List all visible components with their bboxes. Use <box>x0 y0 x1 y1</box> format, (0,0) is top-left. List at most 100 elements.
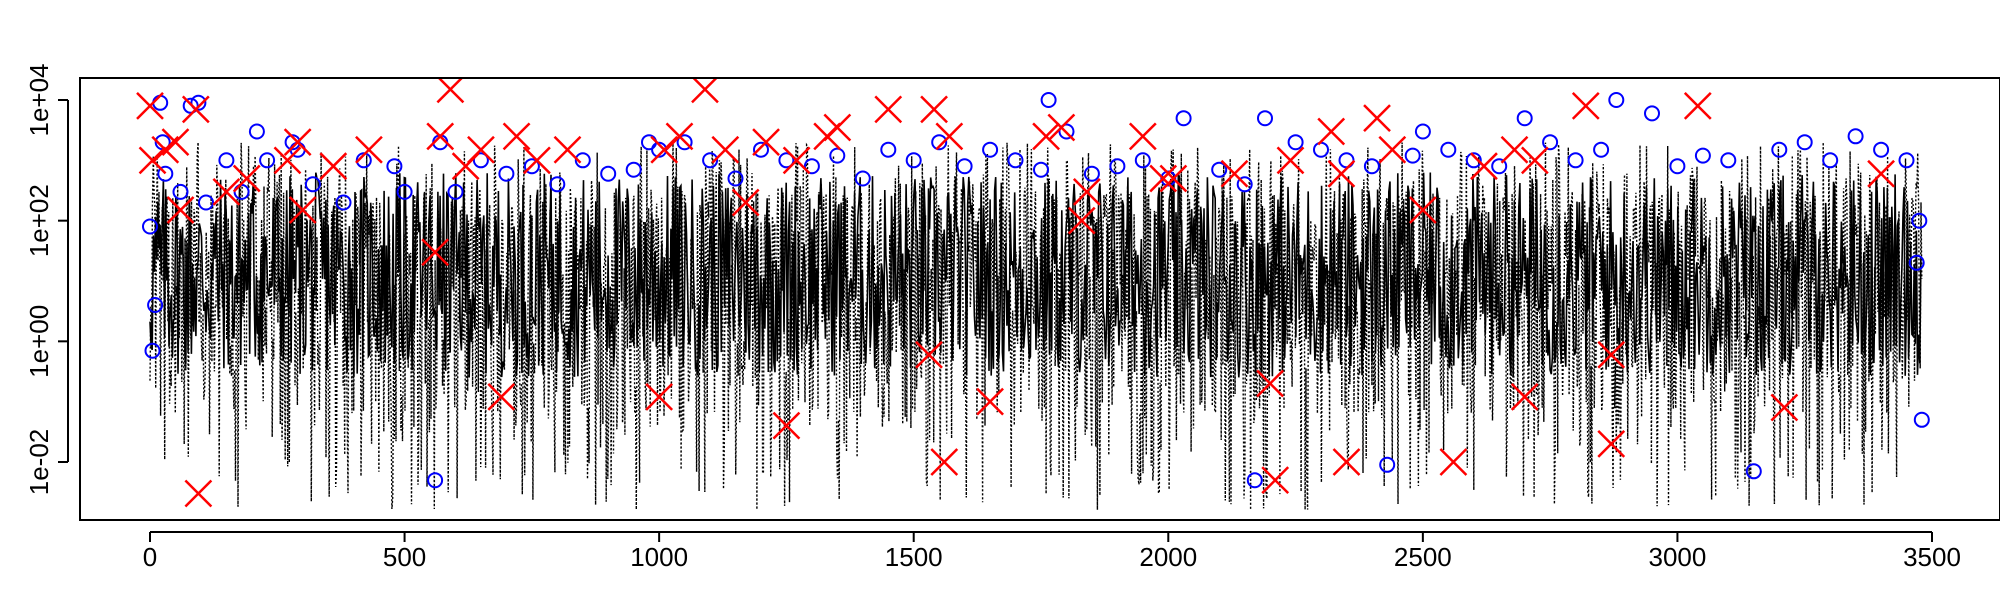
circle-point <box>335 194 352 211</box>
circle-point <box>1175 110 1192 127</box>
cross-point <box>1047 113 1076 142</box>
circle-point <box>218 152 235 169</box>
x-tick-label: 0 <box>143 542 157 572</box>
cross-point <box>650 135 679 164</box>
cross-point <box>1363 104 1391 133</box>
cross-point <box>136 91 164 120</box>
cross-point <box>553 135 582 164</box>
cross-point <box>645 383 674 411</box>
circle-point <box>1822 152 1839 169</box>
cross-point <box>935 122 964 151</box>
circle-point <box>427 472 444 489</box>
cross-point <box>184 479 213 508</box>
circle-point <box>600 165 617 182</box>
circle-point <box>386 158 403 175</box>
cross-point <box>1317 117 1346 146</box>
cross-marker-series <box>136 78 1895 508</box>
circle-point <box>1363 158 1380 175</box>
cross-point <box>421 238 450 267</box>
circle-point <box>1516 110 1533 127</box>
cross-point <box>1072 177 1101 206</box>
cross-point <box>436 78 465 104</box>
circle-point <box>1257 110 1273 127</box>
circle-point <box>172 183 189 200</box>
circle-point <box>1911 212 1928 229</box>
circle-point <box>144 342 161 359</box>
circle-point <box>625 161 642 178</box>
cross-point <box>752 128 780 157</box>
x-tick-label: 3500 <box>1903 542 1961 572</box>
cross-point <box>355 135 383 164</box>
circle-point <box>472 152 489 169</box>
circle-point <box>152 94 169 111</box>
circle-point <box>1542 134 1559 151</box>
circle-point <box>1379 456 1396 473</box>
cross-point <box>976 387 1004 416</box>
circle-point <box>157 165 174 182</box>
cross-point <box>930 448 959 476</box>
circle-point <box>1246 472 1263 489</box>
cross-point <box>232 164 261 193</box>
circle-point <box>1033 161 1049 178</box>
circle-point <box>931 134 948 151</box>
circle-point <box>1236 176 1253 193</box>
circle-point <box>1058 123 1075 140</box>
cross-point <box>1276 146 1305 175</box>
circle-point <box>880 141 897 158</box>
cross-point <box>1571 91 1600 120</box>
circle-point <box>1720 152 1737 169</box>
cross-point <box>772 411 801 440</box>
circle-point <box>1796 134 1813 151</box>
circle-point <box>1007 152 1024 169</box>
cross-point <box>1408 196 1437 224</box>
cross-point <box>1378 135 1407 164</box>
cross-point <box>181 95 210 124</box>
circle-point <box>676 134 693 151</box>
cross-point <box>523 146 551 175</box>
cross-point <box>823 113 852 142</box>
circle-point <box>1745 463 1762 480</box>
cross-point <box>665 122 694 151</box>
circle-point <box>641 134 657 151</box>
y-tick-label: 1e+04 <box>24 63 54 136</box>
circle-point <box>1109 158 1126 175</box>
circle-point <box>1608 92 1625 108</box>
circle-point <box>259 152 276 169</box>
cross-point <box>920 95 948 124</box>
circle-point <box>1567 152 1584 169</box>
cross-point <box>782 146 811 175</box>
circle-point <box>396 183 413 200</box>
circle-point <box>1593 141 1610 158</box>
circle-point <box>727 170 744 187</box>
circle-point <box>651 141 668 158</box>
cross-point <box>502 122 531 151</box>
circle-point <box>854 170 871 187</box>
circle-point <box>1313 141 1329 158</box>
circle-point <box>447 183 464 200</box>
circle-point <box>1160 170 1177 187</box>
cross-point <box>1032 122 1060 151</box>
cross-point <box>273 146 302 175</box>
cross-point <box>1500 135 1529 164</box>
cross-point <box>1867 159 1895 188</box>
y-tick-label: 1e-02 <box>24 429 54 496</box>
circle-point <box>702 152 719 169</box>
cross-point <box>1256 369 1284 398</box>
circle-point <box>549 176 566 193</box>
circle-point <box>1465 152 1482 169</box>
cross-point <box>166 196 195 224</box>
circle-point <box>1287 134 1304 151</box>
cross-point <box>283 128 312 157</box>
circle-point <box>778 152 795 169</box>
circle-point <box>190 94 207 111</box>
circle-point <box>1913 411 1930 428</box>
cross-point <box>1128 122 1157 151</box>
circle-point <box>803 158 820 175</box>
circle-point <box>1491 158 1508 175</box>
circle-point <box>753 141 769 158</box>
circle-point <box>1083 165 1100 182</box>
circle-point <box>1040 92 1057 108</box>
cross-point <box>1261 466 1290 495</box>
circle-point <box>147 297 164 313</box>
cross-point <box>487 383 516 411</box>
